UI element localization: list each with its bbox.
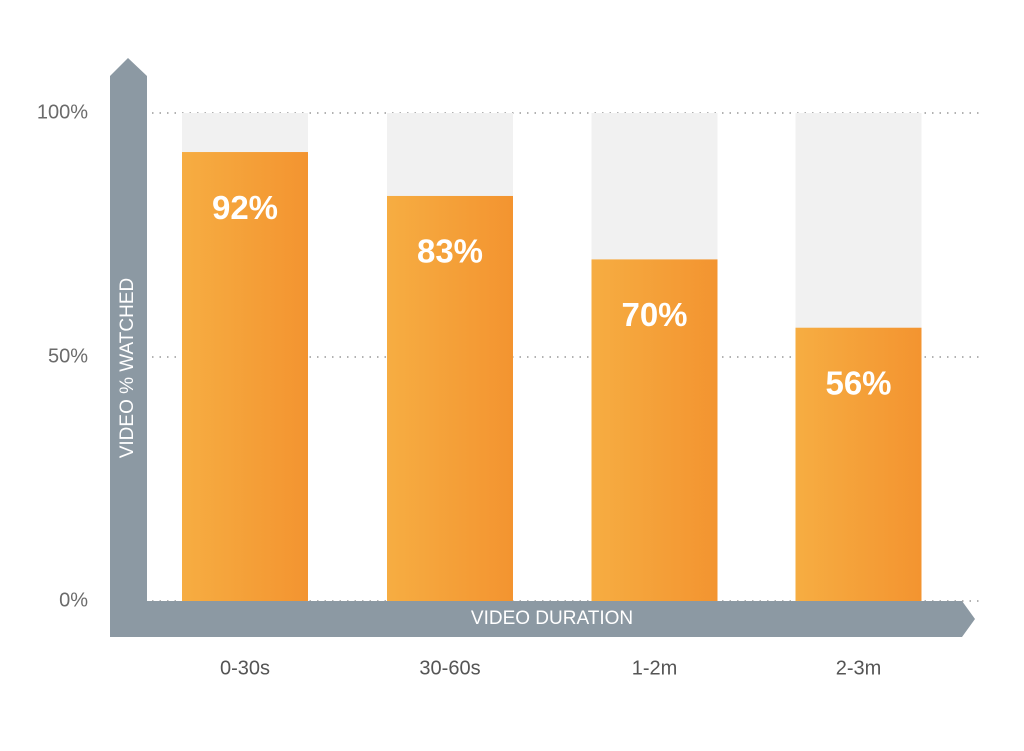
value-label: 83% — [417, 233, 483, 270]
x-axis-title: VIDEO DURATION — [471, 608, 633, 629]
bar — [182, 152, 308, 602]
y-axis-title: VIDEO % WATCHED — [117, 278, 138, 459]
bar — [591, 259, 718, 601]
value-label: 56% — [825, 364, 891, 401]
y-tick-label: 100% — [37, 101, 88, 123]
value-label: 92% — [212, 189, 278, 226]
bar — [795, 327, 922, 601]
value-label: 70% — [621, 296, 687, 333]
x-tick-label: 0-30s — [220, 657, 270, 679]
y-tick-label: 0% — [59, 589, 88, 611]
x-tick-label: 2-3m — [836, 657, 882, 679]
x-tick-label: 30-60s — [419, 657, 480, 679]
y-tick-label: 50% — [48, 345, 88, 367]
bar — [387, 195, 513, 601]
bars — [182, 113, 922, 602]
x-tick-label: 1-2m — [632, 657, 678, 679]
